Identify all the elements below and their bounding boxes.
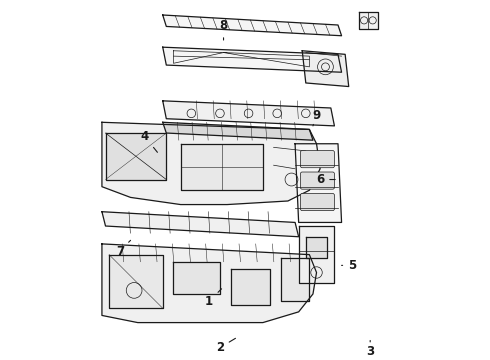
Polygon shape <box>163 101 334 126</box>
Text: 4: 4 <box>141 130 157 152</box>
Polygon shape <box>102 212 298 237</box>
Polygon shape <box>102 244 317 323</box>
Polygon shape <box>102 122 320 204</box>
Text: 5: 5 <box>342 259 356 272</box>
Polygon shape <box>173 262 220 294</box>
FancyBboxPatch shape <box>300 172 334 189</box>
Text: 3: 3 <box>366 341 374 358</box>
Polygon shape <box>105 133 166 180</box>
Polygon shape <box>306 237 327 258</box>
Text: 6: 6 <box>316 173 335 186</box>
FancyBboxPatch shape <box>300 150 334 168</box>
Polygon shape <box>163 15 342 36</box>
Text: 2: 2 <box>216 338 236 354</box>
Polygon shape <box>359 12 378 29</box>
Polygon shape <box>181 144 263 190</box>
Polygon shape <box>281 258 309 301</box>
Text: 8: 8 <box>220 19 228 40</box>
Polygon shape <box>302 51 349 86</box>
Text: 7: 7 <box>116 240 130 257</box>
Polygon shape <box>163 47 342 72</box>
Polygon shape <box>298 226 334 283</box>
Polygon shape <box>231 269 270 305</box>
Text: 1: 1 <box>205 289 221 308</box>
Polygon shape <box>295 144 342 222</box>
Polygon shape <box>109 255 163 308</box>
FancyBboxPatch shape <box>300 193 334 211</box>
Polygon shape <box>163 122 313 140</box>
Text: 9: 9 <box>313 109 320 126</box>
